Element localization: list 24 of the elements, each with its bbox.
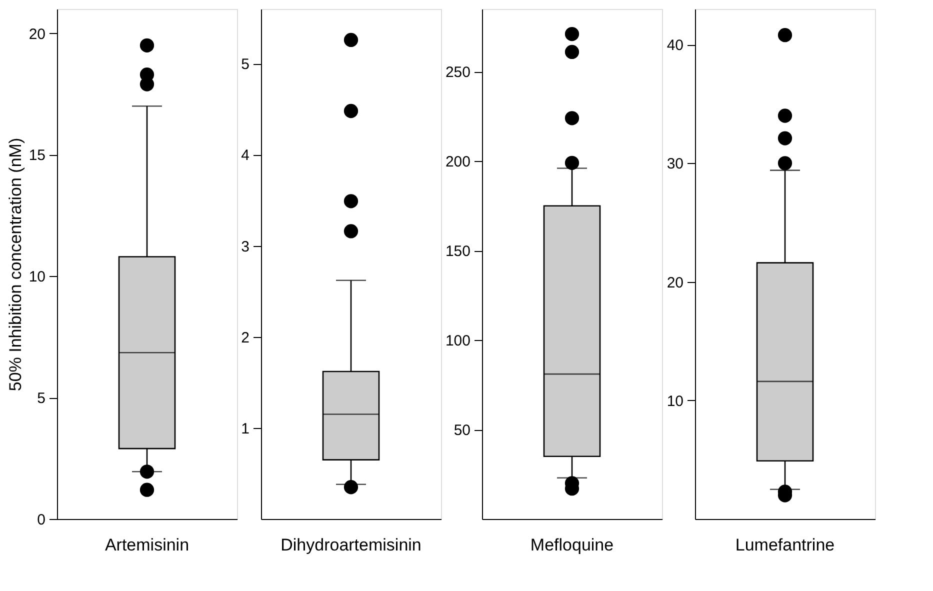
x-tick-label: Dihydroartemisinin [280, 536, 422, 554]
x-tick-label: Artemisinin [104, 536, 190, 554]
y-tick-label: 20 [666, 274, 684, 292]
y-tick-label: 0 [37, 512, 46, 528]
y-tick-label: 250 [445, 64, 470, 82]
y-axis-title: 50% Inhibition concentration (nM) [6, 138, 25, 392]
y-tick-label: 15 [28, 147, 46, 164]
y-tick-label: 2 [241, 329, 250, 346]
y-tick-label: 5 [241, 56, 250, 74]
y-tick-label: 20 [28, 26, 46, 43]
y-tick-label: 150 [445, 243, 470, 260]
y-tick-label: 30 [666, 156, 684, 173]
x-tick-label: Mefloquine [530, 536, 614, 554]
y-tick-label: 40 [666, 37, 684, 54]
y-tick-label: 4 [241, 147, 250, 164]
y-tick-label: 200 [445, 154, 470, 171]
y-tick-label: 50 [454, 422, 470, 440]
y-tick-label: 5 [37, 390, 46, 408]
y-tick-label: 10 [666, 392, 684, 410]
y-tick-label: 10 [28, 268, 46, 286]
y-tick-label: 1 [241, 420, 250, 438]
y-tick-label: 3 [241, 238, 250, 256]
x-tick-label: Lumefantrine [735, 536, 835, 554]
y-tick-label: 100 [445, 332, 470, 350]
